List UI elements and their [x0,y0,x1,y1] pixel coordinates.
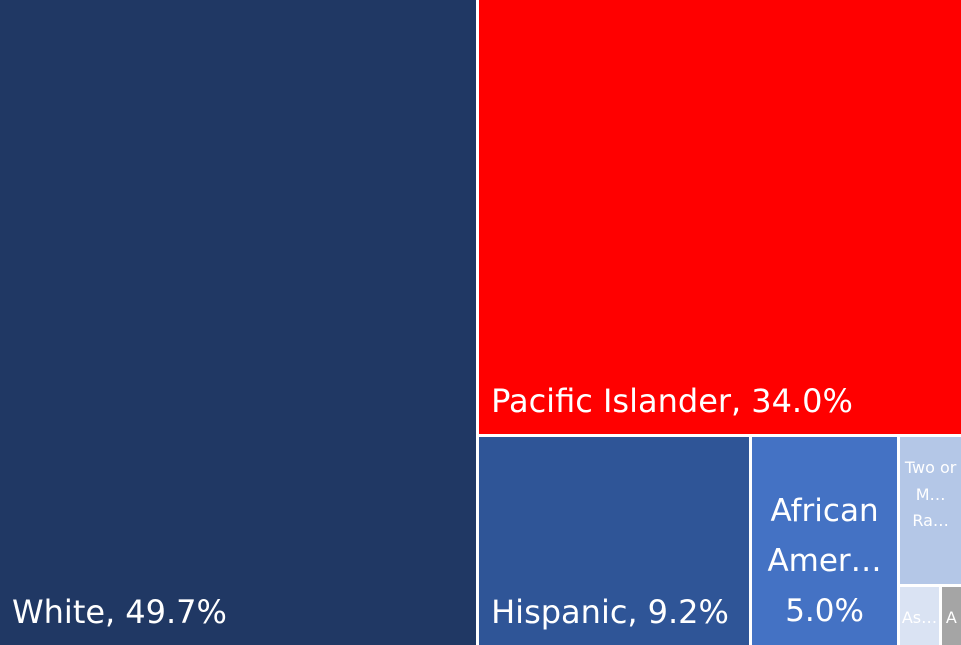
tile: Pacific Islander, 34.0% [479,0,961,435]
category-label: African Amer… [767,493,882,580]
value-label: 9.2% [647,592,729,631]
category-label: Pacific Islander, [491,382,742,421]
category-label: Two or M… Ra… [904,458,957,531]
value-label: 34.0% [751,382,853,421]
value-label: 49.7% [125,593,227,631]
tile: White, 49.7% [0,0,477,645]
tile-label: Two or M… Ra… [900,455,961,534]
tile-label: Hispanic, 9.2% [491,593,729,631]
tile: Two or M… Ra… [900,437,961,584]
category-label: Hispanic, [491,592,638,631]
category-label: White, [12,593,116,631]
tile-label: African Amer… 5.0% [752,487,897,636]
tile: A… [941,586,961,645]
tile: As… [900,586,939,645]
value-label: 5.0% [785,592,864,629]
tile-label: White, 49.7% [12,593,227,631]
tile-label: Pacific Islander, 34.0% [491,382,853,420]
tile: Hispanic, 9.2% [479,437,749,645]
category-label: As… [901,607,938,627]
tile: African Amer… 5.0% [751,437,898,645]
category-label: A… [943,607,960,645]
tile-label: A… [942,605,961,645]
tile-label: As… [902,605,937,631]
